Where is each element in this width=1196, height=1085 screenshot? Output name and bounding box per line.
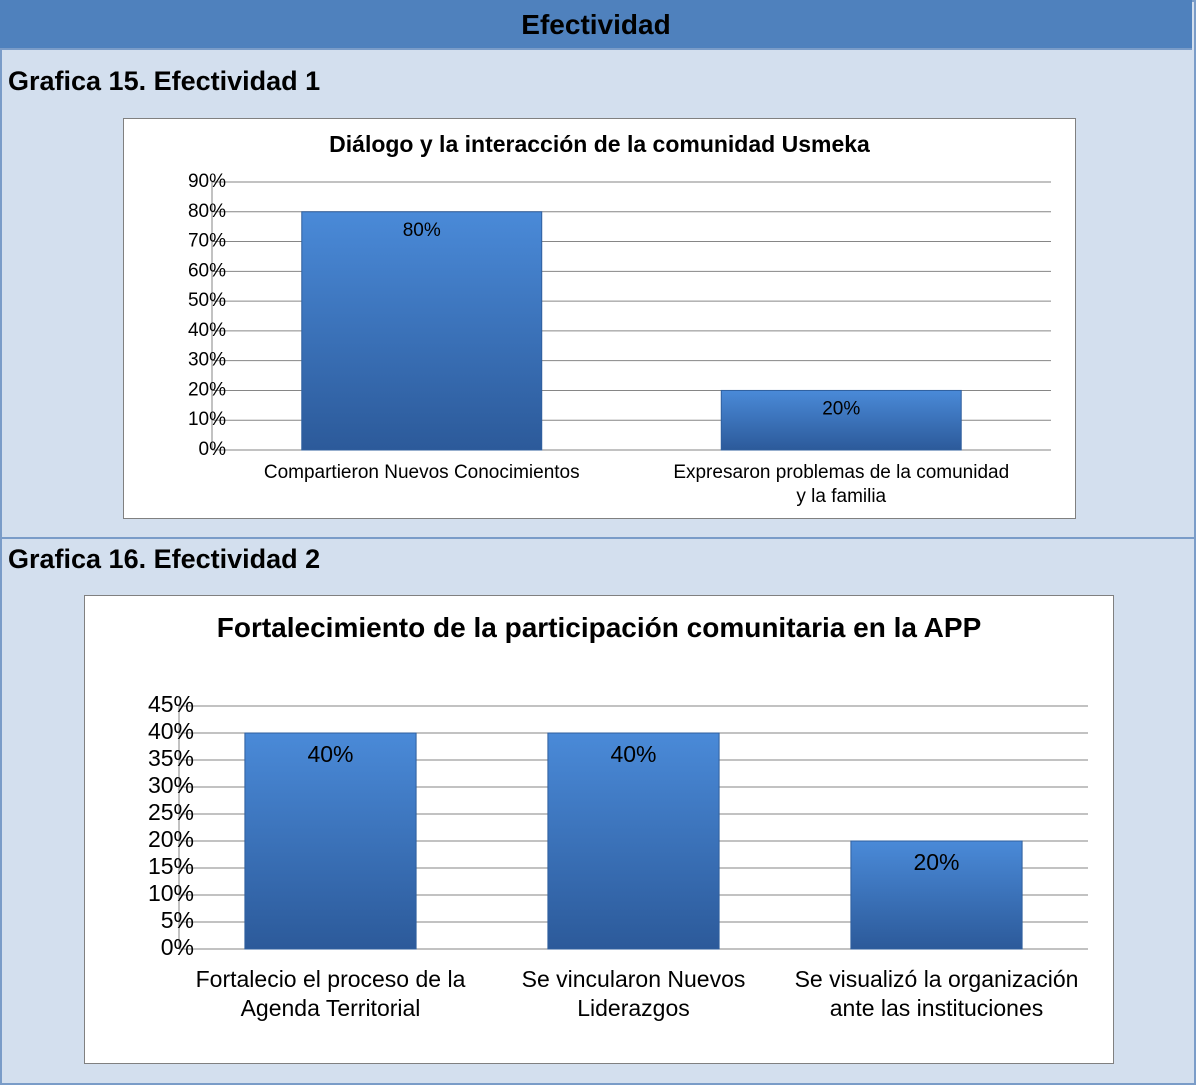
- bar: [301, 211, 543, 451]
- plot: 0% 10% 20% 30% 40% 50% 60% 70% 80% 90% 80% 20%: [188, 171, 1051, 460]
- y-tick-label: 45%: [148, 691, 194, 717]
- bar: [547, 732, 720, 950]
- value-label: 20%: [822, 398, 860, 419]
- x-tick-label: Fortalecio el proceso de la Agenda Terri…: [195, 966, 466, 1021]
- y-tick-label: 20%: [188, 379, 226, 400]
- x-tick-label: Se vincularon Nuevos Liderazgos: [521, 966, 746, 1021]
- y-tick-label: 30%: [148, 772, 194, 798]
- caption: Grafica 15. Efectividad 1: [8, 66, 321, 96]
- y-tick-label: 35%: [148, 745, 194, 771]
- y-tick-label: 0%: [199, 439, 227, 460]
- y-tick-label: 40%: [148, 718, 194, 744]
- chart-title: Diálogo y la interacción de la comunidad…: [329, 131, 870, 157]
- value-label: 40%: [307, 741, 353, 767]
- separator: [0, 537, 1196, 539]
- y-tick-label: 0%: [161, 934, 194, 960]
- value-label: 40%: [610, 741, 656, 767]
- x-tick-label: Compartieron Nuevos Conocimientos: [263, 462, 580, 483]
- y-tick-label: 90%: [188, 171, 226, 192]
- y-tick-label: 70%: [188, 231, 226, 252]
- chart-title: Fortalecimiento de la participación comu…: [216, 612, 982, 643]
- y-tick-label: 50%: [188, 290, 226, 311]
- bar: [244, 732, 417, 950]
- chart: 0% 10% 20% 30% 40% 50% 60% 70% 80% 90% 80% 20% Diál…: [123, 118, 1076, 519]
- y-tick-label: 20%: [148, 826, 194, 852]
- bar: [720, 389, 962, 451]
- y-tick-label: 80%: [188, 201, 226, 222]
- y-tick-label: 10%: [188, 409, 226, 430]
- x-tick-label: Expresaron problemas de la comunidad y l…: [673, 462, 1010, 507]
- value-label: 80%: [403, 220, 441, 241]
- plot: 0%5%10%15%20%25%30%35%40%45%40% 40%20%: [148, 691, 1088, 960]
- y-tick-label: 30%: [188, 350, 226, 371]
- chart: 0% 5% 10% 15% 20% 25% 30% 35% 40% 45% 40% 40% 20% Fo…: [84, 595, 1114, 1064]
- bar: [850, 840, 1023, 950]
- x-tick-label: Se visualizó la organización ante las in…: [794, 966, 1079, 1021]
- y-tick-label: 25%: [148, 799, 194, 825]
- y-tick-label: 10%: [148, 880, 194, 906]
- y-tick-label: 60%: [188, 260, 226, 281]
- header-title: Efectividad: [0, 0, 1192, 50]
- y-tick-label: 15%: [148, 853, 194, 879]
- y-tick-label: 5%: [161, 907, 194, 933]
- value-label: 20%: [913, 849, 959, 875]
- caption: Grafica 16. Efectividad 2: [8, 544, 321, 574]
- y-tick-label: 40%: [188, 320, 226, 341]
